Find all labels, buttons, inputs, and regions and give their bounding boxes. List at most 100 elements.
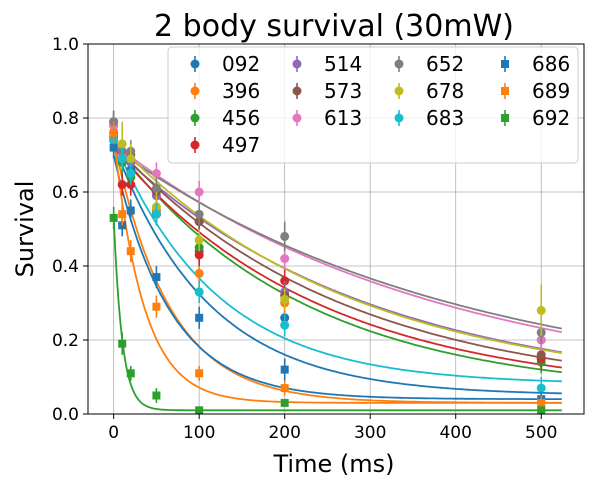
- x-tick-label: 500: [525, 423, 557, 443]
- data-point: [117, 139, 127, 149]
- legend-item-396: 396: [190, 79, 260, 103]
- series-689: [109, 121, 546, 411]
- axis-ticks: 0 100 200 300 400 500 0.0 0.2 0.4 0.6 0.8 1.0: [52, 35, 558, 443]
- data-point: [126, 247, 135, 256]
- data-point: [126, 369, 135, 378]
- legend-label: 396: [222, 79, 260, 103]
- data-point: [117, 154, 127, 164]
- data-point: [194, 250, 204, 260]
- legend-marker: [501, 87, 509, 95]
- chart-title: 2 body survival (30mW): [154, 9, 514, 44]
- legend-label: 689: [532, 79, 570, 103]
- data-points: [109, 110, 546, 415]
- data-point: [194, 287, 204, 297]
- legend-marker: [292, 59, 302, 69]
- data-point: [280, 384, 289, 393]
- series-686: [109, 136, 546, 407]
- legend-item-652: 652: [394, 52, 464, 76]
- legend-label: 686: [532, 52, 570, 76]
- data-point: [126, 169, 136, 178]
- legend-label: 692: [532, 106, 570, 130]
- data-point: [151, 183, 161, 193]
- data-point: [109, 213, 118, 222]
- x-tick-label: 100: [183, 423, 215, 443]
- data-point: [280, 398, 289, 407]
- legend-marker: [501, 114, 509, 122]
- fit-curve-678: [113, 139, 562, 354]
- legend-item-678: 678: [394, 79, 464, 103]
- fit-curve-613: [113, 143, 562, 333]
- fit-curve-092: [112, 143, 562, 395]
- legend-label: 613: [324, 106, 362, 130]
- legend-marker: [292, 86, 302, 96]
- data-point: [537, 398, 546, 407]
- fit-curves: [112, 136, 562, 412]
- legend-label: 683: [426, 106, 464, 130]
- x-tick-label: 300: [354, 423, 386, 443]
- legend-item-456: 456: [190, 106, 260, 130]
- data-point: [195, 313, 204, 322]
- data-point: [126, 154, 136, 164]
- series-683: [109, 129, 546, 400]
- fit-curve-497: [113, 147, 562, 369]
- data-point: [280, 254, 290, 264]
- legend: 092 396 456 497 514 573 613 652 678 683 686 689 692: [167, 46, 579, 164]
- legend-label: 514: [324, 52, 362, 76]
- data-point: [152, 391, 161, 400]
- fit-curve-514: [113, 146, 562, 354]
- data-point: [536, 305, 546, 315]
- legend-box: [167, 46, 579, 164]
- data-point: [280, 231, 290, 241]
- legend-item-573: 573: [292, 79, 362, 103]
- series-692: [109, 206, 546, 415]
- legend-item-692: 692: [501, 106, 570, 130]
- data-point: [194, 187, 204, 197]
- data-point: [280, 365, 289, 374]
- data-point: [195, 369, 204, 378]
- y-tick-label: 0.4: [52, 257, 79, 277]
- legend-item-514: 514: [292, 52, 362, 76]
- legend-item-497: 497: [190, 133, 260, 157]
- data-point: [194, 268, 204, 278]
- legend-label: 497: [222, 133, 260, 157]
- data-point: [151, 169, 161, 178]
- data-point: [152, 302, 161, 311]
- fit-curve-683: [112, 139, 562, 383]
- legend-marker: [394, 86, 404, 96]
- y-tick-label: 0.0: [52, 405, 79, 425]
- data-point: [118, 210, 127, 219]
- legend-marker: [394, 59, 404, 69]
- data-point: [536, 383, 546, 393]
- legend-item-686: 686: [501, 52, 570, 76]
- legend-marker: [190, 86, 200, 96]
- legend-marker: [394, 113, 404, 123]
- fit-curve-573: [113, 143, 562, 362]
- legend-item-683: 683: [394, 106, 464, 130]
- legend-label: 678: [426, 79, 464, 103]
- x-tick-label: 200: [268, 423, 300, 443]
- legend-marker: [190, 113, 200, 123]
- y-tick-label: 0.6: [52, 183, 79, 203]
- legend-label: 573: [324, 79, 362, 103]
- data-point: [152, 273, 161, 282]
- legend-label: 092: [222, 52, 260, 76]
- data-point: [109, 128, 118, 137]
- data-point: [194, 209, 204, 219]
- data-point: [126, 206, 135, 215]
- data-point: [280, 294, 290, 304]
- fit-curve-652: [113, 146, 562, 330]
- x-tick-label: 400: [439, 423, 471, 443]
- data-point: [194, 235, 204, 245]
- y-tick-label: 0.8: [52, 109, 79, 129]
- plot-frame: [87, 43, 585, 415]
- data-point: [537, 406, 546, 415]
- data-point: [117, 180, 127, 190]
- data-point: [118, 339, 127, 348]
- legend-label: 652: [426, 52, 464, 76]
- legend-marker: [190, 140, 200, 150]
- legend-marker: [190, 59, 200, 69]
- legend-item-092: 092: [190, 52, 260, 76]
- fit-curve-456: [112, 143, 562, 374]
- x-tick-label: 0: [108, 423, 119, 443]
